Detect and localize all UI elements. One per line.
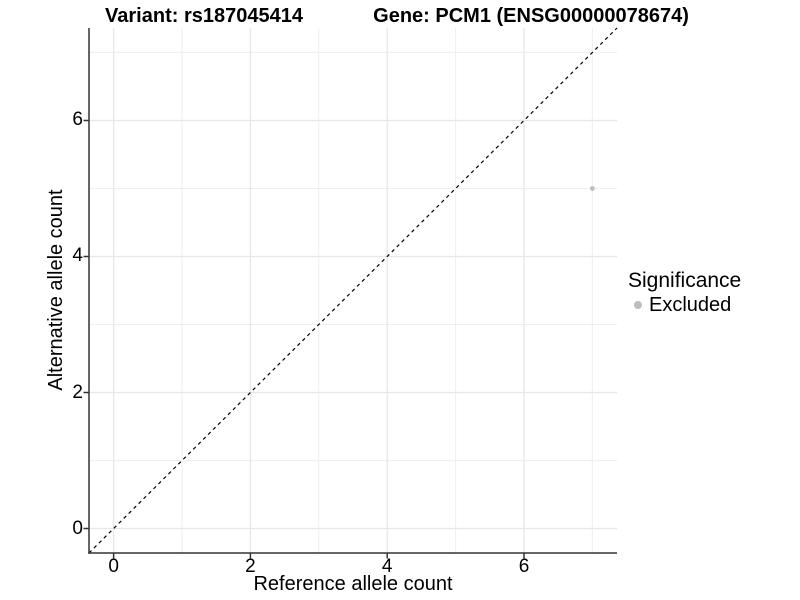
legend-point-swatch-icon	[634, 301, 642, 309]
legend-item: Excluded	[628, 293, 741, 317]
plot-panel	[83, 27, 618, 559]
x-tick-label: 0	[108, 556, 119, 577]
legend-items: Excluded	[628, 293, 741, 317]
y-tick-label: 4	[72, 245, 83, 267]
identity-dashed-line	[88, 27, 618, 554]
legend-title: Significance	[628, 269, 742, 292]
x-tick-label: 2	[245, 556, 256, 577]
y-axis-title: Alternative allele count	[45, 189, 67, 391]
x-tick-label: 6	[518, 556, 530, 577]
plot-title-variant: Variant: rs187045414	[105, 5, 303, 27]
data-point	[589, 186, 595, 191]
x-tick-label: 4	[381, 556, 393, 577]
plot-title-gene: Gene: PCM1 (ENSG00000078674)	[373, 5, 689, 27]
legend-item-label: Excluded	[649, 293, 732, 316]
y-tick-label: 0	[72, 517, 83, 539]
plot-canvas	[83, 27, 618, 559]
legend: Significance Excluded	[628, 270, 741, 317]
x-axis-title: Reference allele count	[253, 573, 453, 595]
y-tick-label: 6	[72, 109, 83, 131]
y-tick-label: 2	[72, 381, 83, 403]
